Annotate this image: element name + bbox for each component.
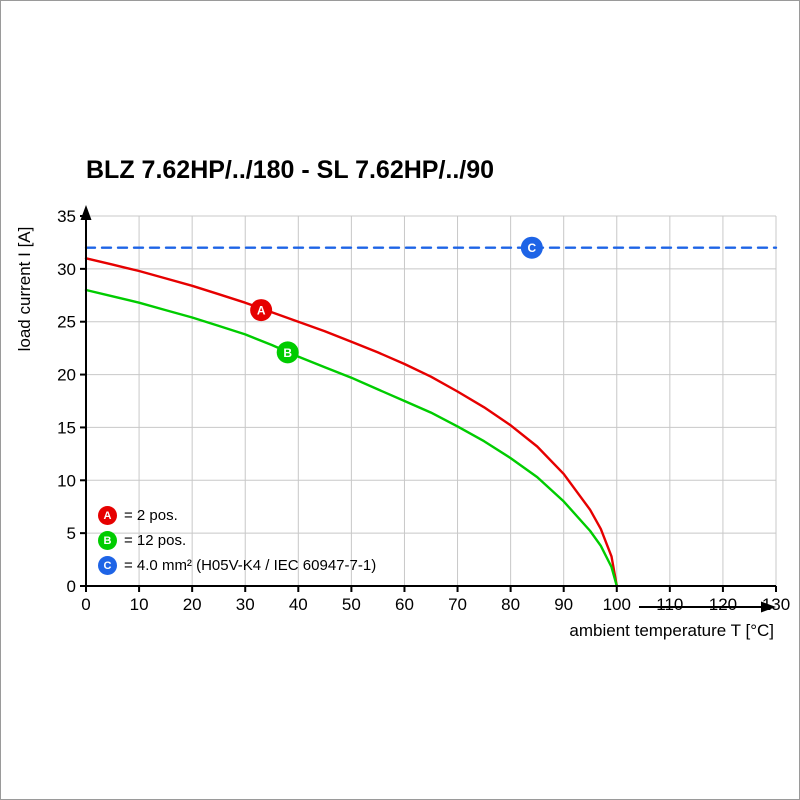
x-tick-label: 110 bbox=[656, 595, 683, 614]
marker-label-B: B bbox=[283, 346, 292, 360]
x-tick-label: 20 bbox=[183, 595, 202, 614]
legend-row-c: C = 4.0 mm² (H05V-K4 / IEC 60947-7-1) bbox=[98, 553, 376, 578]
legend: A = 2 pos. B = 12 pos. C = 4.0 mm² (H05V… bbox=[98, 503, 376, 578]
legend-row-a: A = 2 pos. bbox=[98, 503, 376, 528]
x-tick-label: 70 bbox=[448, 595, 467, 614]
y-tick-label: 30 bbox=[57, 260, 76, 279]
x-axis-arrow bbox=[761, 601, 776, 613]
legend-dot-A: A bbox=[98, 506, 117, 525]
marker-B bbox=[276, 341, 299, 364]
y-tick-label: 15 bbox=[57, 418, 76, 437]
legend-dot-C: C bbox=[98, 556, 117, 575]
x-tick-label: 90 bbox=[554, 595, 573, 614]
y-tick-label: 25 bbox=[57, 313, 76, 332]
x-tick-label: 10 bbox=[130, 595, 149, 614]
legend-dot-B: B bbox=[98, 531, 117, 550]
x-tick-label: 50 bbox=[342, 595, 361, 614]
marker-label-C: C bbox=[528, 241, 537, 255]
curve-B bbox=[84, 288, 618, 588]
legend-label-b: = 12 pos. bbox=[124, 532, 187, 549]
legend-label-c: = 4.0 mm² (H05V-K4 / IEC 60947-7-1) bbox=[124, 557, 377, 574]
x-tick-label: 80 bbox=[501, 595, 520, 614]
y-tick-label: 35 bbox=[57, 207, 76, 226]
y-tick-label: 10 bbox=[57, 471, 76, 490]
chart-title: BLZ 7.62HP/../180 - SL 7.62HP/../90 bbox=[86, 156, 495, 184]
marker-label-A: A bbox=[257, 304, 266, 318]
x-tick-label: 0 bbox=[81, 595, 90, 614]
x-axis-label: ambient temperature T [°C] bbox=[569, 621, 774, 640]
x-tick-label: 60 bbox=[395, 595, 414, 614]
legend-label-a: = 2 pos. bbox=[124, 507, 178, 524]
marker-A bbox=[250, 299, 273, 322]
y-tick-label: 20 bbox=[57, 366, 76, 385]
y-axis-arrow bbox=[80, 205, 92, 220]
y-tick-label: 5 bbox=[67, 524, 76, 543]
x-tick-label: 40 bbox=[289, 595, 308, 614]
legend-row-b: B = 12 pos. bbox=[98, 528, 376, 553]
x-tick-label: 100 bbox=[603, 595, 631, 614]
y-tick-label: 0 bbox=[67, 577, 76, 596]
marker-C bbox=[520, 236, 543, 259]
x-tick-label: 120 bbox=[709, 595, 737, 614]
curve-A bbox=[84, 257, 618, 588]
x-tick-label: 30 bbox=[236, 595, 255, 614]
